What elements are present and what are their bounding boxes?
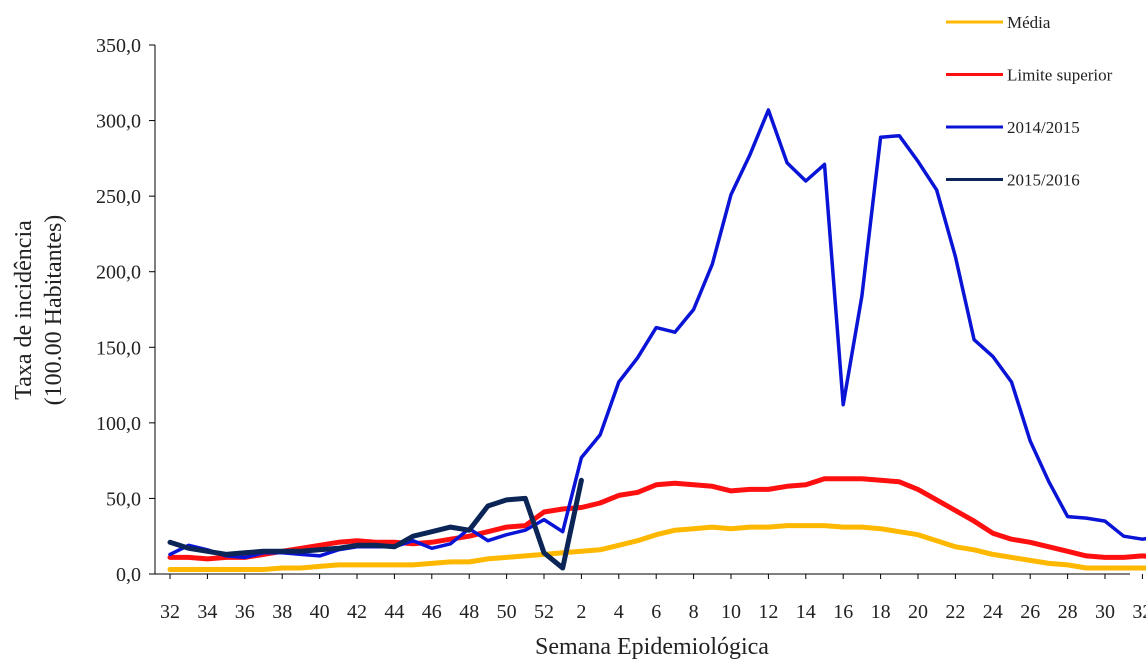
y-axis-title-line-2: (100.00 Habitantes) [41, 215, 67, 406]
series-line-2014-2015 [168, 108, 1146, 560]
x-tick-label: 30 [1095, 601, 1115, 623]
x-tick-label: 32 [1132, 601, 1146, 623]
y-tick-label: 100,0 [96, 413, 141, 435]
x-tick-label: 8 [689, 601, 699, 623]
x-tick-label: 32 [160, 601, 180, 623]
y-tick-label: 200,0 [96, 262, 141, 284]
x-tick-label: 12 [758, 601, 778, 623]
x-tick-label: 36 [235, 601, 255, 623]
y-tick-label: 150,0 [96, 337, 141, 359]
series-line-2015-2016 [167, 477, 584, 571]
legend-label: 2015/2016 [1007, 171, 1080, 190]
x-tick-label: 42 [347, 601, 367, 623]
x-tick-label: 40 [310, 601, 330, 623]
x-tick-label: 10 [721, 601, 741, 623]
x-tick-label: 48 [459, 601, 479, 623]
x-tick-label: 44 [384, 601, 404, 623]
series-line-limite-superior [167, 476, 1146, 562]
series-layer [167, 108, 1146, 572]
x-axis-title: Semana Epidemiológica [535, 634, 769, 660]
x-tick-label: 22 [945, 601, 965, 623]
series-line-m-dia [167, 523, 1146, 572]
x-tick-label: 16 [833, 601, 853, 623]
x-tick-label: 28 [1058, 601, 1078, 623]
y-axis-ticks: 0,0 50,0 100,0 150,0 200,0 250,0 300,0 350,0 [96, 35, 155, 586]
y-tick-label: 0,0 [116, 564, 141, 586]
y-tick-label: 350,0 [96, 35, 141, 57]
chart-axes [154, 45, 1130, 575]
x-tick-label: 20 [908, 601, 928, 623]
x-tick-label: 24 [983, 601, 1003, 623]
x-tick-label: 4 [614, 601, 624, 623]
x-tick-label: 6 [651, 601, 661, 623]
legend-label: Limite superior [1007, 66, 1113, 85]
legend-label: Média [1007, 13, 1051, 32]
x-tick-label: 52 [534, 601, 554, 623]
x-tick-label: 46 [422, 601, 442, 623]
y-tick-label: 300,0 [96, 111, 141, 133]
x-tick-label: 38 [272, 601, 292, 623]
legend-label: 2014/2015 [1007, 118, 1080, 137]
y-tick-label: 50,0 [106, 488, 141, 510]
y-axis-title-line-1: Taxa de incidência [11, 220, 37, 400]
x-tick-label: 18 [871, 601, 891, 623]
x-tick-label: 34 [197, 601, 217, 623]
x-tick-label: 2 [576, 601, 586, 623]
y-axis-title: Taxa de incidência (100.00 Habitantes) [11, 215, 67, 406]
y-tick-label: 250,0 [96, 186, 141, 208]
x-tick-label: 14 [796, 601, 816, 623]
x-tick-label: 50 [497, 601, 517, 623]
x-tick-label: 26 [1020, 601, 1040, 623]
x-axis-ticks: 32 34 36 38 40 42 44 46 48 50 52 2 4 6 8 10 12 14 16 18 20 22… [160, 574, 1146, 623]
legend: Média Limite superior 2014/2015 2015/2016 [946, 13, 1113, 190]
